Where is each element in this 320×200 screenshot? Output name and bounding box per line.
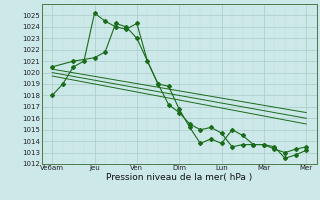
X-axis label: Pression niveau de la mer( hPa ): Pression niveau de la mer( hPa ): [106, 173, 252, 182]
